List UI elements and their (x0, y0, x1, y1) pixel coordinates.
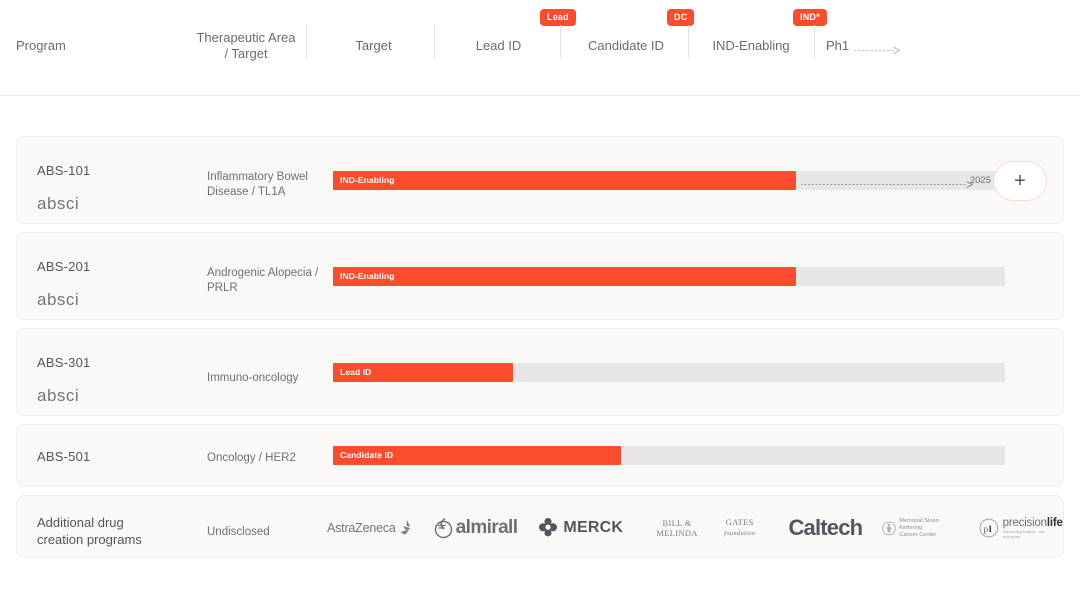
header-divider (814, 25, 815, 59)
therapeutic-area: Immuno-oncology (207, 372, 299, 384)
additional-programs-title: Additional drug creation programs (37, 514, 187, 548)
stage-label: Candidate ID (340, 450, 394, 460)
gates-logo-line1: BILL & MELINDA (656, 518, 698, 538)
partner-logos: AstraZeneca almirall (327, 513, 1063, 543)
company-logo: absci (37, 290, 80, 309)
header-divider (434, 25, 435, 59)
precisionlife-mark-icon: p l (979, 518, 999, 538)
pipeline-header: Lead DC IND* Program Therapeutic Area / … (0, 0, 1080, 96)
pipeline-rows: ABS-101 absci Inflammatory Bowel Disease… (16, 136, 1064, 566)
column-header-ph1-label: Ph1 (826, 38, 850, 53)
merck-logo-text: MERCK (563, 519, 624, 536)
almirall-mark-icon (434, 518, 452, 539)
projection-arrow-icon (800, 176, 976, 188)
program-id: ABS-101 (37, 163, 91, 178)
mskcc-mark-icon (882, 521, 896, 535)
therapeutic-area: Androgenic Alopecia / PRLR (207, 267, 319, 294)
mskcc-logo-line1: Memorial Sloan Kettering (899, 517, 939, 531)
mskcc-logo-line2: Cancer Center (899, 531, 937, 538)
precisionlife-logo-prefix: precision (1002, 517, 1047, 529)
stage-label: Lead ID (340, 367, 372, 377)
svg-text:p: p (983, 524, 988, 535)
progress-track: Candidate ID (333, 446, 1005, 465)
progress-track: IND-Enabling (333, 267, 1005, 286)
progress-fill: Lead ID (333, 363, 513, 382)
therapeutic-area: Inflammatory Bowel Disease / TL1A (207, 171, 308, 198)
almirall-logo-text: almirall (455, 517, 518, 538)
caltech-logo-text: Caltech (788, 515, 863, 540)
progress-track: Lead ID (333, 363, 1005, 382)
table-row[interactable]: ABS-301 absci Immuno-oncology Lead ID (16, 328, 1064, 416)
additional-programs-title-line1: Additional drug (37, 515, 124, 530)
milestone-badges: Lead DC IND* (0, 9, 1080, 27)
badge-lead: Lead (540, 9, 576, 26)
gates-logo-line2: GATES (725, 517, 754, 527)
astrazeneca-mark-icon (400, 520, 411, 535)
column-header-ph1: Ph1 (826, 38, 946, 54)
company-logo: absci (37, 194, 80, 213)
column-headers: Program Therapeutic Area / Target Target… (0, 30, 1080, 70)
column-header-therapeutic-area-line1: Therapeutic Area (196, 30, 296, 45)
astrazeneca-logo-text: AstraZeneca (327, 521, 396, 535)
column-header-candidate-id: Candidate ID (588, 38, 664, 53)
progress-fill: Candidate ID (333, 446, 621, 465)
badge-ind: IND* (793, 9, 827, 26)
add-program-button[interactable]: + (993, 161, 1047, 201)
column-header-target: Target (355, 38, 392, 53)
program-id: ABS-501 (37, 449, 91, 464)
table-row-additional-programs[interactable]: Additional drug creation programs Undisc… (16, 495, 1064, 558)
column-header-therapeutic-area-line2: / Target (224, 46, 268, 61)
progress-track: IND-Enabling 2025 (333, 171, 999, 190)
almirall-logo: almirall (433, 517, 518, 539)
memorial-sloan-kettering-logo: Memorial Sloan Kettering Cancer Center (882, 518, 959, 539)
dotted-arrow-icon (853, 43, 902, 54)
astrazeneca-logo: AstraZeneca (327, 519, 413, 537)
header-divider (306, 25, 307, 59)
merck-mark-icon (539, 518, 558, 537)
column-header-therapeutic-area: Therapeutic Area / Target (176, 30, 316, 62)
target-year: 2025 (969, 175, 991, 186)
table-row[interactable]: ABS-201 absci Androgenic Alopecia / PRLR… (16, 232, 1064, 320)
precisionlife-logo: p l precisionlife improving health · for… (979, 517, 1063, 539)
column-header-program: Program (16, 38, 66, 53)
program-id: ABS-301 (37, 355, 91, 370)
precisionlife-logo-bold: life (1046, 517, 1063, 529)
table-row[interactable]: ABS-101 absci Inflammatory Bowel Disease… (16, 136, 1064, 224)
header-divider (688, 25, 689, 59)
precisionlife-logo-tagline: improving health · for everyone (1002, 529, 1045, 539)
stage-label: IND-Enabling (340, 175, 395, 185)
therapeutic-area: Oncology / HER2 (207, 452, 296, 464)
caltech-logo: Caltech (788, 515, 863, 541)
program-id: ABS-201 (37, 259, 91, 274)
stage-label: IND-Enabling (340, 271, 395, 281)
company-logo: absci (37, 386, 80, 405)
header-divider (560, 25, 561, 59)
merck-logo: MERCK (537, 517, 623, 539)
column-header-ind-enabling: IND-Enabling (712, 38, 790, 53)
therapeutic-area: Undisclosed (207, 526, 270, 538)
table-row[interactable]: ABS-501 Oncology / HER2 Candidate ID (16, 424, 1064, 487)
progress-fill: IND-Enabling (333, 267, 796, 286)
badge-dc: DC (667, 9, 695, 26)
plus-icon: + (1014, 170, 1026, 192)
column-header-lead-id: Lead ID (475, 38, 522, 53)
gates-logo-suffix: foundation (724, 530, 756, 537)
svg-text:l: l (989, 524, 992, 535)
progress-fill: IND-Enabling (333, 171, 796, 190)
gates-foundation-logo: BILL & MELINDA GATES foundation (643, 517, 768, 539)
additional-programs-title-line2: creation programs (37, 532, 142, 547)
